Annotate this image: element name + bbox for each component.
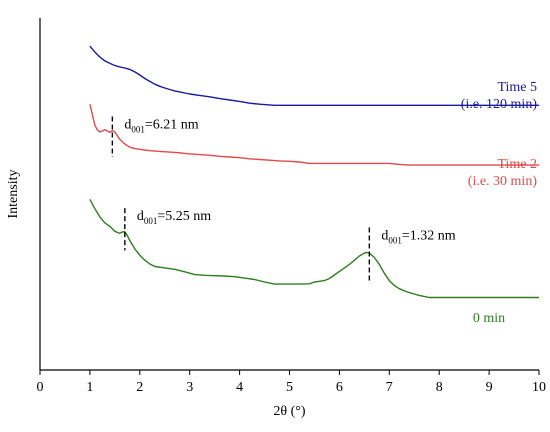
- x-ticks: 0 1 2 3 4 5 6 7 8 9 10: [37, 370, 546, 395]
- series-line-1: [89, 104, 539, 166]
- x-tick-label-2: 2: [136, 380, 143, 395]
- annotation-label-0: d001=6.21 nm: [124, 118, 198, 135]
- x-tick-label-1: 1: [86, 380, 93, 395]
- series-label-1-line-1: (i.e. 30 min): [468, 174, 538, 189]
- x-tick-label-0: 0: [37, 380, 44, 395]
- x-tick-label-8: 8: [436, 380, 443, 395]
- annotation-label-2: d001=1.32 nm: [381, 228, 455, 245]
- annotations: d001=6.21 nm d001=5.25 nm d001=1.32 nm: [111, 116, 456, 282]
- x-tick-label-10: 10: [532, 380, 546, 395]
- series-label-2-line-0: 0 min: [473, 311, 505, 326]
- series-line-0: [89, 45, 539, 106]
- x-axis-label: 2θ (°): [273, 404, 305, 419]
- series-label-0-line-0: Time 5: [497, 80, 537, 95]
- x-tick-label-4: 4: [236, 380, 243, 395]
- x-tick-label-3: 3: [186, 380, 193, 395]
- x-tick-label-6: 6: [336, 380, 343, 395]
- series-group: Time 5 (i.e. 120 min) Time 2 (i.e. 30 min) 0…: [89, 45, 539, 326]
- series-label-1-line-0: Time 2: [497, 157, 537, 172]
- y-axis-label: Intensity: [6, 170, 21, 219]
- series-label-0-line-1: (i.e. 120 min): [461, 97, 538, 112]
- annotation-label-1: d001=5.25 nm: [137, 209, 211, 226]
- axes: [39, 18, 539, 371]
- series-line-2: [89, 198, 539, 299]
- x-tick-label-7: 7: [386, 380, 393, 395]
- x-tick-label-9: 9: [486, 380, 493, 395]
- x-tick-label-5: 5: [286, 380, 293, 395]
